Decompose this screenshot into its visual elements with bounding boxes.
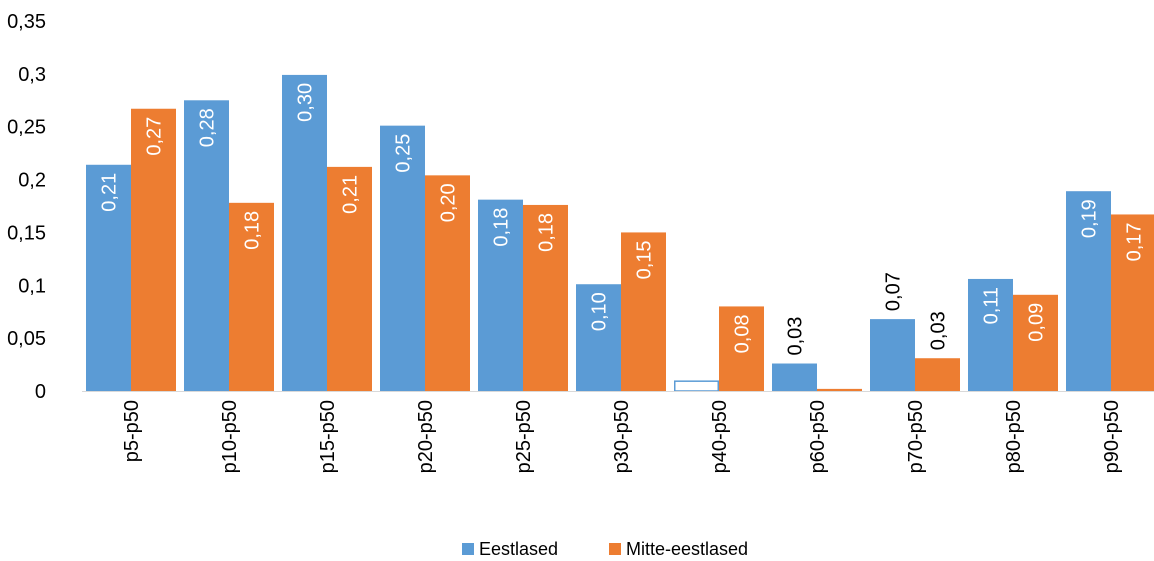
legend-label: Eestlased xyxy=(479,539,558,559)
data-label: 0,21 xyxy=(340,175,362,214)
category-label: p40-p50 xyxy=(709,400,731,473)
bar-eestlased xyxy=(86,164,131,391)
data-label: 0,15 xyxy=(634,240,656,279)
data-label: 0,27 xyxy=(144,117,166,156)
y-tick-label: 0,3 xyxy=(18,64,46,86)
category-label: p60-p50 xyxy=(807,400,829,473)
data-labels: 0,21 0,27 0,28 0,18 0,30 0,21 0,25 0,20 0,18 0,18… xyxy=(99,83,1146,356)
bar-eestlased xyxy=(184,100,229,392)
bar-mitte-eestlased xyxy=(817,388,862,391)
y-axis-labels: 0 0,05 0,1 0,15 0,2 0,25 0,3 0,35 xyxy=(7,11,46,403)
category-label: p20-p50 xyxy=(415,400,437,473)
category-label: p70-p50 xyxy=(905,400,927,473)
category-labels: p5-p50 p10-p50 p15-p50 p20-p50 p25-p50 p30-p5… xyxy=(121,400,1123,473)
bar-mitte-eestlased xyxy=(229,202,274,391)
category-label: p10-p50 xyxy=(219,400,241,473)
y-tick-label: 0,35 xyxy=(7,11,46,33)
data-label: 0,11 xyxy=(981,287,1003,324)
data-label: 0,07 xyxy=(883,272,905,311)
data-label: 0,21 xyxy=(99,173,121,212)
bar-eestlased xyxy=(674,380,719,392)
bar-mitte-eestlased xyxy=(131,108,176,391)
bar-mitte-eestlased xyxy=(327,166,372,391)
y-tick-label: 0,2 xyxy=(18,170,46,192)
category-label: p15-p50 xyxy=(317,400,339,473)
data-label: 0,18 xyxy=(491,208,513,247)
y-tick-label: 0,25 xyxy=(7,117,46,139)
bar-eestlased xyxy=(772,363,817,391)
y-tick-label: 0 xyxy=(35,381,46,403)
data-label: 0,08 xyxy=(732,314,754,353)
bar-eestlased xyxy=(576,284,621,391)
category-label: p25-p50 xyxy=(513,400,535,473)
y-tick-label: 0,15 xyxy=(7,222,46,244)
data-label: 0,20 xyxy=(438,183,460,222)
bar-mitte-eestlased xyxy=(1111,214,1154,391)
y-tick-label: 0,05 xyxy=(7,328,46,350)
bar-mitte-eestlased xyxy=(719,306,764,391)
data-label: 0,25 xyxy=(393,134,415,173)
category-label: p80-p50 xyxy=(1003,400,1025,473)
data-label: 0,19 xyxy=(1079,199,1101,238)
legend: Eestlased Mitte-eestlased xyxy=(462,539,748,559)
legend-label: Mitte-eestlased xyxy=(626,539,748,559)
data-label: 0,18 xyxy=(242,211,264,250)
data-label: 0,10 xyxy=(589,292,611,331)
bar-mitte-eestlased xyxy=(1013,294,1058,391)
legend-swatch xyxy=(609,543,621,555)
bar-eestlased xyxy=(478,199,523,391)
y-tick-label: 0,1 xyxy=(18,275,46,297)
data-label: 0,28 xyxy=(197,108,219,147)
data-label: 0,30 xyxy=(295,83,317,122)
bar-eestlased xyxy=(380,125,425,392)
bars xyxy=(86,74,1154,392)
bar-eestlased xyxy=(968,278,1013,391)
bar-eestlased xyxy=(1066,191,1111,391)
category-label: p90-p50 xyxy=(1101,400,1123,473)
data-label: 0,03 xyxy=(928,311,950,350)
legend-swatch xyxy=(462,543,474,555)
category-label: p30-p50 xyxy=(611,400,633,473)
bar-mitte-eestlased xyxy=(425,175,470,391)
data-label: 0,18 xyxy=(536,213,558,252)
category-label: p5-p50 xyxy=(121,400,143,462)
bar-mitte-eestlased xyxy=(621,232,666,391)
bar-eestlased xyxy=(282,74,327,392)
bar-mitte-eestlased xyxy=(915,358,960,391)
data-label: 0,09 xyxy=(1026,303,1048,342)
data-label: 0,03 xyxy=(785,317,807,356)
data-label: 0,17 xyxy=(1124,222,1146,261)
bar-eestlased xyxy=(870,319,915,391)
bar-mitte-eestlased xyxy=(523,204,568,391)
